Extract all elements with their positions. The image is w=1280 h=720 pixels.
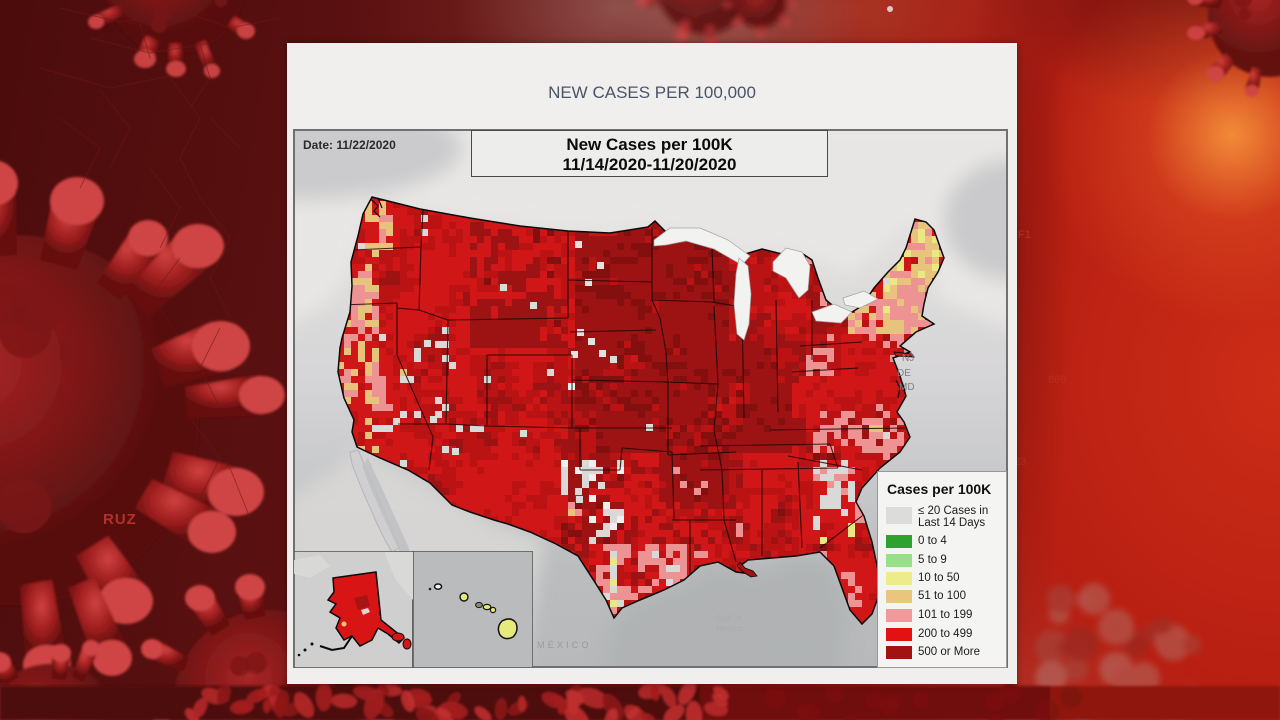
svg-text:RUZ: RUZ bbox=[103, 511, 137, 528]
svg-text:F1: F1 bbox=[1018, 229, 1031, 241]
svg-text:MÉXICO: MÉXICO bbox=[537, 640, 592, 650]
svg-text:23: 23 bbox=[1014, 456, 1026, 468]
svg-text:DE: DE bbox=[897, 368, 911, 379]
svg-text:MD: MD bbox=[899, 382, 915, 393]
svg-text:869: 869 bbox=[1048, 374, 1066, 386]
svg-text:NJ: NJ bbox=[902, 353, 914, 364]
svg-text:Mexico: Mexico bbox=[716, 623, 743, 633]
svg-text:Gulf of: Gulf of bbox=[716, 613, 742, 623]
